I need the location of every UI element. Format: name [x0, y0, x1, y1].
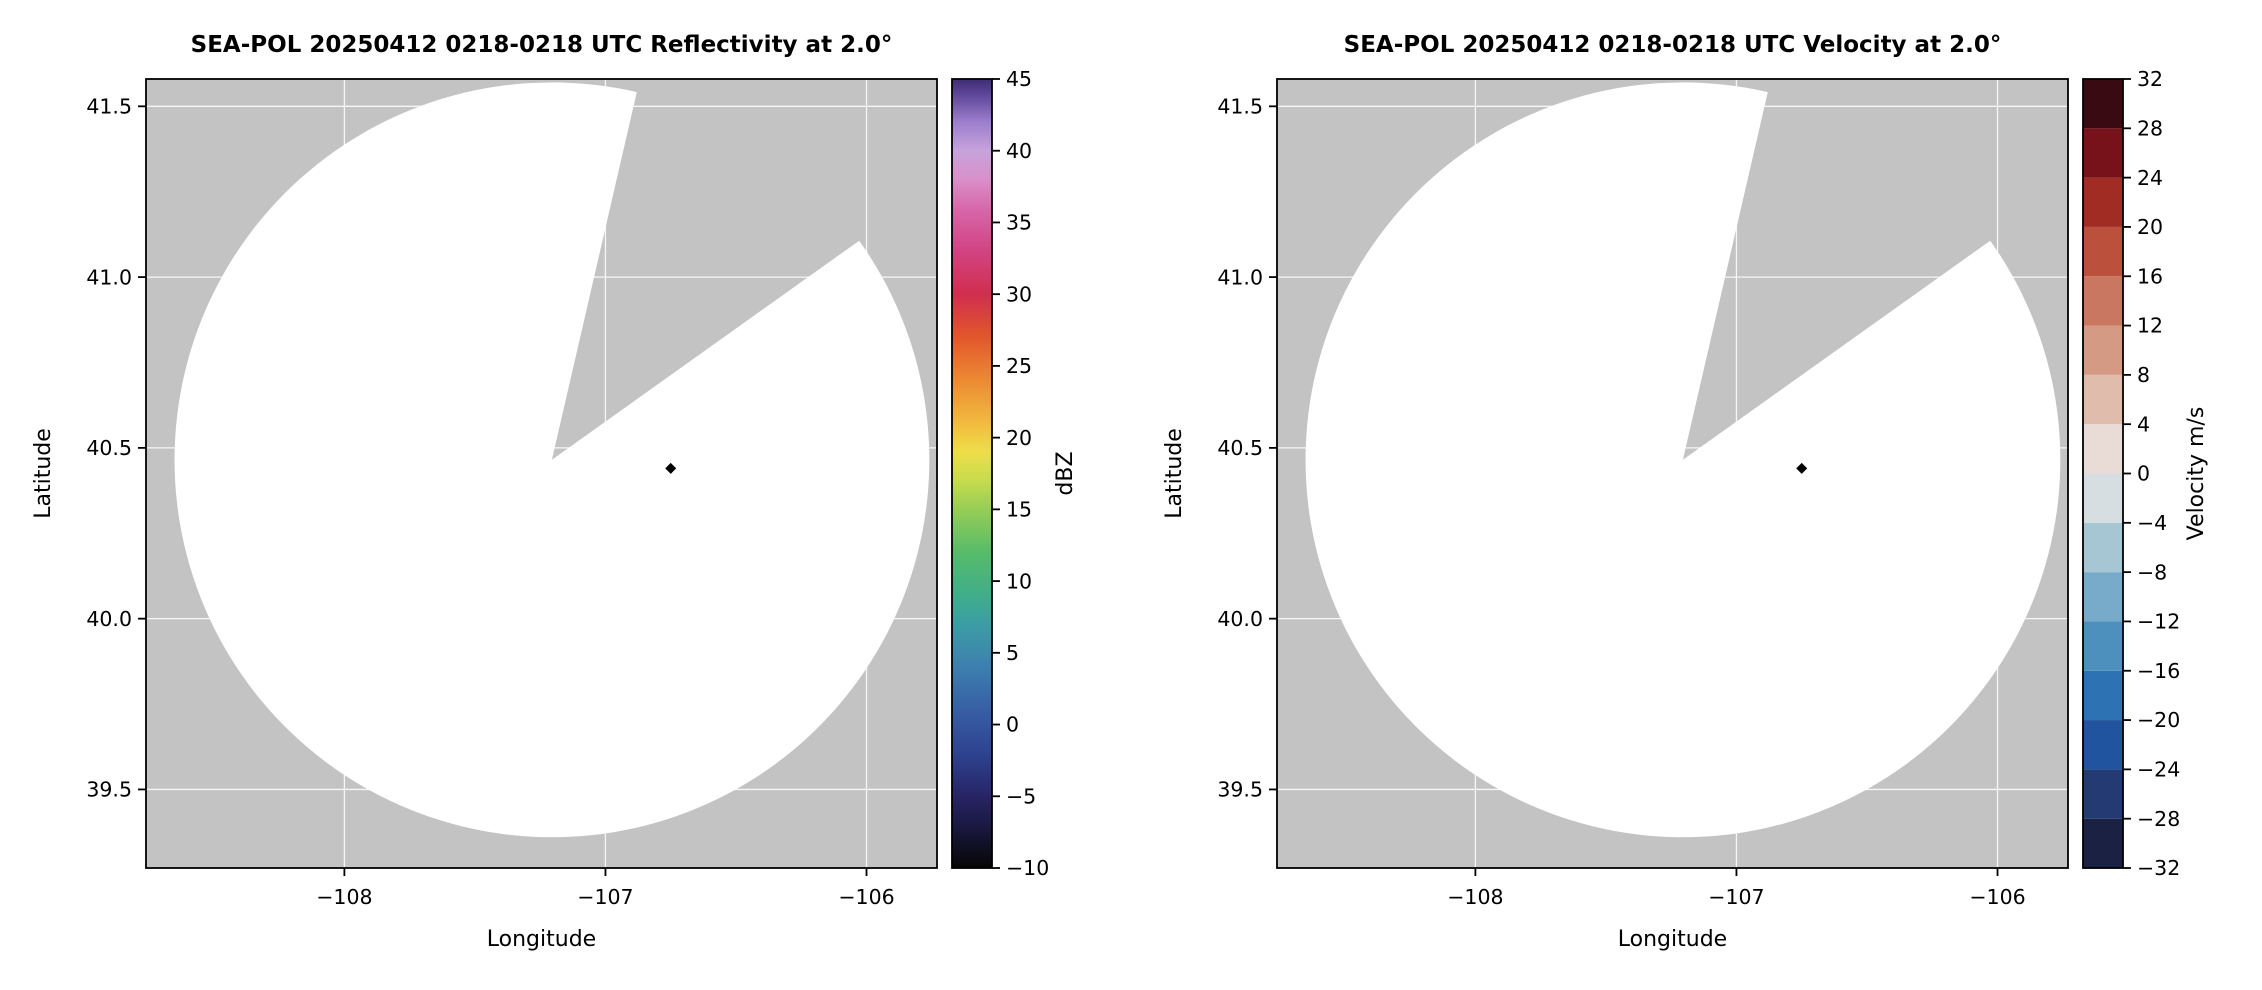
- x-tick-label: −107: [1708, 885, 1764, 909]
- reflectivity-panel: SEA-POL 20250412 0218-0218 UTC Reflectiv…: [31, 32, 1078, 952]
- colorbar-tick-label: 24: [2137, 166, 2163, 190]
- colorbar-tick-label: 32: [2137, 67, 2163, 91]
- axis-ticks: −108 −107 −106 39.5 40.0 40.5 41.0 41.5: [1217, 94, 2025, 909]
- radar-coverage-area: [1305, 82, 2061, 838]
- colorbar-tick-label: −10: [1006, 856, 1049, 880]
- colorbar-tick-label: 15: [1006, 498, 1032, 522]
- colorbar-tick-label: 12: [2137, 314, 2163, 338]
- colorbar-tick-label: 4: [2137, 412, 2150, 436]
- gridlines: [146, 79, 937, 868]
- colorbar-tick-label: −20: [2137, 708, 2180, 732]
- x-tick-label: −108: [1447, 885, 1503, 909]
- colorbar-tick-label: −12: [2137, 610, 2180, 634]
- colorbar-tick-label: −16: [2137, 659, 2180, 683]
- colorbar-tick-label: 16: [2137, 264, 2163, 288]
- colorbar-tick-label: −8: [2137, 560, 2167, 584]
- x-tick-label: −106: [1969, 885, 2025, 909]
- colorbar-tick-label: 0: [2137, 462, 2150, 486]
- colorbar-tick-label: 30: [1006, 282, 1032, 306]
- colorbar-tick-label: 8: [2137, 363, 2150, 387]
- colorbar-tick-label: 25: [1006, 354, 1032, 378]
- velocity-plot-svg: −108 −107 −106 39.5 40.0 40.5 41.0 41.5 Longitud…: [1162, 67, 2209, 952]
- y-axis-label: Latitude: [31, 428, 56, 519]
- velocity-title: SEA-POL 20250412 0218-0218 UTC Velocity …: [1343, 32, 2002, 58]
- colorbar-ticks: −10 −5 0 5 10 15 20 25 30 35 40 45: [992, 67, 1049, 880]
- colorbar-tick-label: 20: [1006, 426, 1032, 450]
- y-tick-label: 41.0: [86, 265, 132, 289]
- y-tick-label: 40.0: [1217, 607, 1263, 631]
- radar-coverage-area: [174, 82, 930, 838]
- y-tick-label: 41.5: [86, 94, 132, 118]
- velocity-panel: SEA-POL 20250412 0218-0218 UTC Velocity …: [1131, 0, 2262, 990]
- y-tick-label: 40.5: [1217, 436, 1263, 460]
- colorbar-label: Velocity m/s: [2184, 407, 2209, 541]
- colorbar-ticks: −32 −28 −24 −20 −16 −12 −8 −4 0 4 8 12 16 20 24 28 32: [2123, 67, 2180, 880]
- gridlines: [1277, 79, 2068, 868]
- colorbar-tick-label: 40: [1006, 139, 1032, 163]
- colorbar-tick-label: 35: [1006, 211, 1032, 235]
- colorbar-tick-label: −4: [2137, 511, 2167, 535]
- colorbar-tick-label: −32: [2137, 856, 2180, 880]
- colorbar-tick-label: 5: [1006, 641, 1019, 665]
- colorbar-tick-label: 45: [1006, 67, 1032, 91]
- x-tick-label: −108: [316, 885, 372, 909]
- colorbar-tick-label: −28: [2137, 807, 2180, 831]
- y-tick-label: 39.5: [86, 778, 132, 802]
- colorbar-tick-label: −24: [2137, 758, 2180, 782]
- x-tick-label: −107: [577, 885, 633, 909]
- colorbar-tick-label: 20: [2137, 215, 2163, 239]
- x-tick-label: −106: [838, 885, 894, 909]
- y-tick-label: 40.0: [86, 607, 132, 631]
- y-tick-label: 41.5: [1217, 94, 1263, 118]
- colorbar-tick-label: 0: [1006, 713, 1019, 737]
- colorbar-cells: [2083, 79, 2123, 868]
- plot-frame: [1276, 78, 2069, 869]
- colorbar-tick-label: −5: [1006, 784, 1036, 808]
- reflectivity-title: SEA-POL 20250412 0218-0218 UTC Reflectiv…: [190, 32, 893, 58]
- radar-site-marker: [665, 462, 677, 474]
- x-axis-label: Longitude: [1618, 927, 1727, 952]
- colorbar-gradient: [952, 79, 992, 868]
- axis-ticks: −108 −107 −106 39.5 40.0 40.5 41.0 41.5: [86, 94, 894, 909]
- y-tick-label: 40.5: [86, 436, 132, 460]
- y-axis-label: Latitude: [1162, 428, 1187, 519]
- colorbar-tick-label: 28: [2137, 116, 2163, 140]
- colorbar-frame: [951, 78, 993, 869]
- reflectivity-plot-svg: −108 −107 −106 39.5 40.0 40.5 41.0 41.5 Longitud…: [31, 67, 1078, 952]
- radar-site-marker: [1796, 462, 1808, 474]
- plot-frame: [145, 78, 938, 869]
- x-axis-label: Longitude: [487, 927, 596, 952]
- colorbar-label: dBZ: [1053, 451, 1078, 495]
- y-tick-label: 41.0: [1217, 265, 1263, 289]
- colorbar-tick-label: 10: [1006, 569, 1032, 593]
- y-tick-label: 39.5: [1217, 778, 1263, 802]
